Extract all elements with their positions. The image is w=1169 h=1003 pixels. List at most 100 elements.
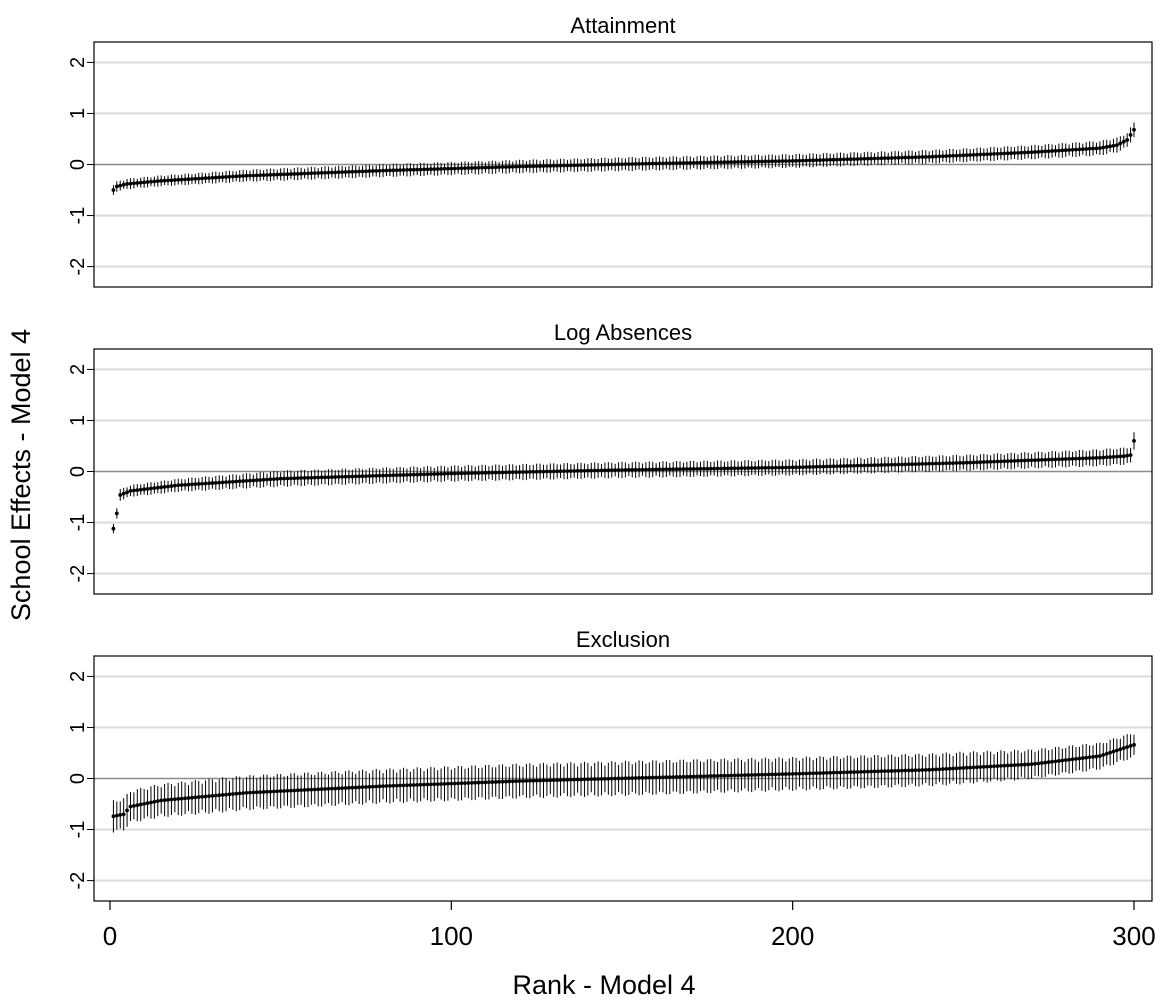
point-estimate bbox=[640, 161, 645, 166]
point-estimate bbox=[1022, 458, 1027, 463]
point-estimate bbox=[1036, 149, 1041, 154]
point-estimate bbox=[152, 486, 157, 490]
point-estimate bbox=[446, 471, 450, 476]
point-estimate bbox=[1036, 458, 1041, 462]
point-estimate bbox=[159, 798, 164, 803]
point-estimate bbox=[558, 778, 563, 782]
point-estimate bbox=[456, 781, 461, 786]
point-estimate bbox=[951, 153, 955, 158]
point-estimate bbox=[155, 179, 160, 184]
point-estimate bbox=[265, 173, 269, 177]
point-estimate bbox=[971, 765, 976, 770]
point-estimate bbox=[507, 164, 512, 169]
point-estimate bbox=[940, 767, 945, 771]
point-estimate bbox=[971, 152, 976, 157]
point-estimate bbox=[125, 490, 129, 495]
point-estimate bbox=[623, 162, 628, 167]
point-estimate bbox=[702, 774, 706, 779]
point-estimate bbox=[449, 781, 454, 786]
point-estimate bbox=[449, 166, 454, 171]
point-estimate bbox=[1022, 762, 1027, 767]
panel-frame bbox=[93, 41, 1153, 288]
point-estimate bbox=[882, 463, 887, 467]
panel-title: Attainment bbox=[570, 13, 675, 38]
point-estimate bbox=[985, 460, 990, 464]
point-estimate bbox=[138, 180, 143, 185]
point-estimate bbox=[589, 163, 594, 167]
point-estimate bbox=[422, 167, 426, 172]
point-estimate bbox=[248, 790, 252, 795]
point-estimate bbox=[917, 155, 921, 160]
point-estimate bbox=[824, 770, 829, 775]
point-estimate bbox=[992, 764, 996, 769]
point-estimate bbox=[927, 461, 932, 466]
point-estimate bbox=[722, 466, 727, 471]
point-estimate bbox=[794, 158, 798, 163]
point-estimate bbox=[558, 163, 563, 168]
point-estimate bbox=[582, 777, 587, 782]
point-estimate bbox=[882, 156, 887, 161]
point-estimate bbox=[224, 480, 228, 485]
point-estimate bbox=[715, 160, 720, 165]
point-estimate bbox=[500, 470, 505, 475]
point-estimate bbox=[118, 813, 123, 817]
point-estimate bbox=[237, 791, 242, 796]
point-estimate bbox=[237, 479, 242, 484]
point-estimate bbox=[459, 471, 464, 476]
point-estimate bbox=[220, 175, 225, 180]
point-estimate bbox=[326, 786, 331, 791]
point-estimate bbox=[763, 465, 768, 470]
point-estimate bbox=[128, 804, 133, 809]
point-estimate bbox=[565, 777, 570, 782]
point-estimate bbox=[1033, 458, 1037, 463]
point-estimate bbox=[1039, 457, 1044, 462]
point-estimate bbox=[1016, 458, 1020, 463]
point-estimate bbox=[507, 779, 512, 784]
point-estimate bbox=[937, 461, 942, 466]
point-estimate bbox=[432, 167, 437, 171]
panel-0: Attainment 2 1 0 -1 -2 bbox=[67, 13, 1153, 288]
point-estimate bbox=[179, 177, 184, 182]
point-estimate bbox=[599, 777, 604, 781]
point-estimate bbox=[835, 464, 839, 469]
point-estimate bbox=[804, 771, 809, 776]
point-estimate bbox=[603, 776, 607, 781]
point-estimate bbox=[387, 473, 392, 478]
point-estimate bbox=[821, 771, 826, 775]
point-estimate bbox=[1070, 757, 1075, 762]
point-estimate bbox=[756, 466, 761, 470]
point-estimate bbox=[661, 775, 665, 780]
point-estimate bbox=[473, 471, 478, 475]
point-estimate bbox=[978, 460, 983, 465]
point-estimate bbox=[186, 482, 191, 487]
point-estimate bbox=[538, 778, 542, 783]
point-estimate bbox=[859, 156, 863, 161]
y-tick-label: -2 bbox=[67, 872, 89, 890]
y-axis-label: School Effects - Model 4 bbox=[6, 329, 36, 621]
point-estimate bbox=[722, 160, 727, 165]
point-estimate bbox=[1128, 132, 1133, 137]
point-estimate bbox=[1067, 456, 1072, 461]
point-estimate bbox=[377, 168, 382, 173]
point-estimate bbox=[517, 164, 522, 169]
point-estimate bbox=[1104, 751, 1109, 756]
point-estimate bbox=[203, 481, 208, 486]
point-estimate bbox=[1077, 756, 1082, 761]
point-estimate bbox=[763, 159, 768, 164]
point-estimate bbox=[463, 781, 467, 785]
point-estimate bbox=[1087, 456, 1092, 461]
point-estimate bbox=[114, 813, 119, 818]
point-estimate bbox=[360, 785, 365, 790]
point-estimate bbox=[254, 478, 259, 483]
point-estimate bbox=[193, 795, 198, 800]
point-estimate bbox=[896, 462, 901, 467]
point-estimate bbox=[114, 184, 119, 189]
point-estimate bbox=[1053, 759, 1058, 764]
point-estimate bbox=[565, 163, 570, 168]
point-estimate bbox=[408, 472, 413, 477]
point-estimate bbox=[1128, 744, 1133, 748]
point-estimate bbox=[1053, 148, 1058, 153]
point-estimate bbox=[951, 461, 955, 465]
point-estimate bbox=[527, 469, 532, 474]
point-estimate bbox=[889, 156, 894, 160]
